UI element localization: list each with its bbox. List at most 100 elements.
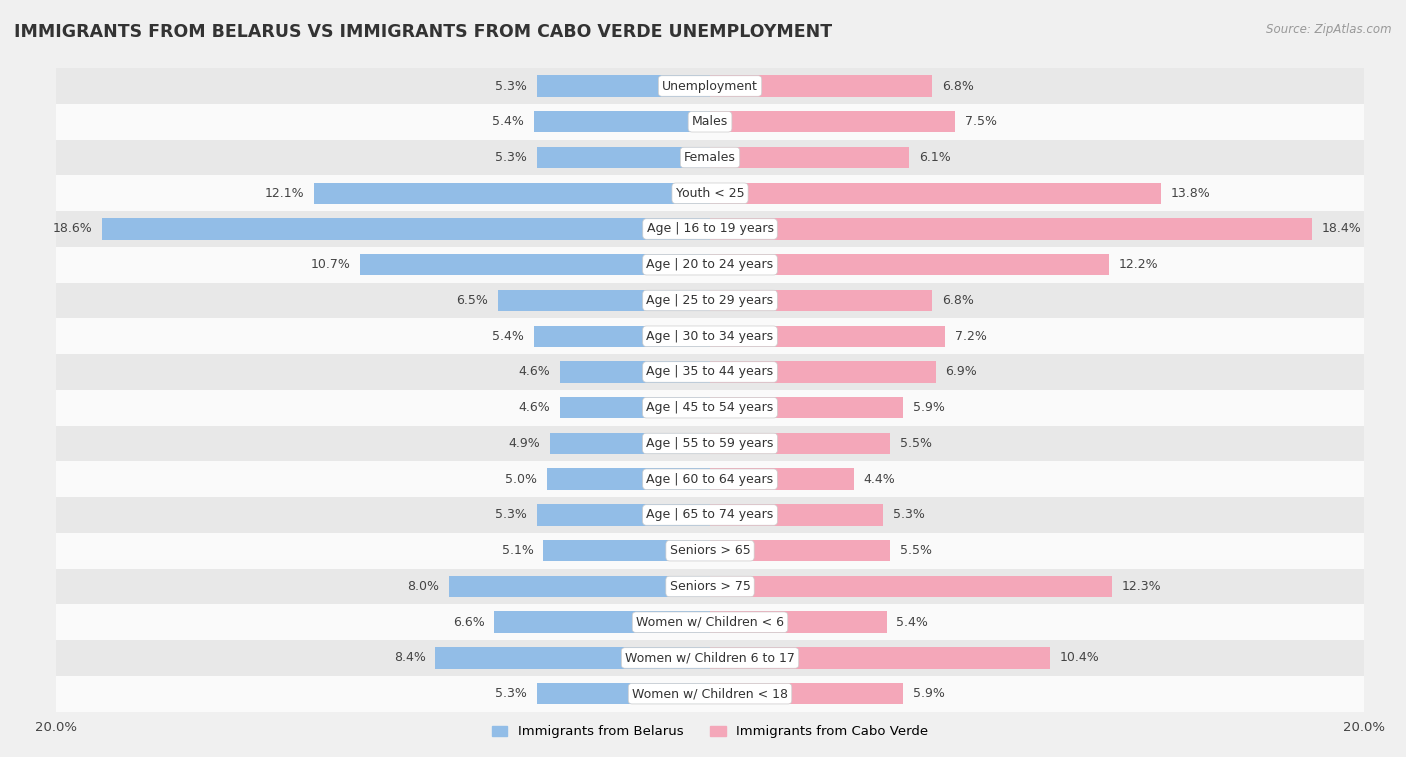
Bar [710, 147, 910, 168]
Bar [710, 254, 1109, 276]
Text: Females: Females [685, 151, 735, 164]
Text: 5.1%: 5.1% [502, 544, 533, 557]
Bar [710, 218, 1312, 240]
Text: 5.3%: 5.3% [495, 79, 527, 92]
Bar [56, 569, 1364, 604]
Bar [560, 361, 710, 383]
Text: Age | 45 to 54 years: Age | 45 to 54 years [647, 401, 773, 414]
Text: 5.3%: 5.3% [495, 509, 527, 522]
Text: Unemployment: Unemployment [662, 79, 758, 92]
Text: 5.3%: 5.3% [495, 151, 527, 164]
Text: 6.6%: 6.6% [453, 615, 485, 629]
Text: 12.1%: 12.1% [266, 187, 305, 200]
Text: 5.0%: 5.0% [505, 472, 537, 486]
Bar [710, 683, 903, 705]
Text: 6.1%: 6.1% [920, 151, 950, 164]
Text: 5.3%: 5.3% [893, 509, 925, 522]
Text: 5.5%: 5.5% [900, 437, 932, 450]
Bar [315, 182, 710, 204]
Bar [360, 254, 710, 276]
Bar [710, 540, 890, 562]
Bar [56, 282, 1364, 319]
Bar [56, 497, 1364, 533]
Text: 7.5%: 7.5% [965, 115, 997, 128]
Text: 5.9%: 5.9% [912, 401, 945, 414]
Text: Age | 16 to 19 years: Age | 16 to 19 years [647, 223, 773, 235]
Bar [56, 533, 1364, 569]
Text: Age | 20 to 24 years: Age | 20 to 24 years [647, 258, 773, 271]
Bar [436, 647, 710, 668]
Legend: Immigrants from Belarus, Immigrants from Cabo Verde: Immigrants from Belarus, Immigrants from… [486, 720, 934, 743]
Bar [537, 683, 710, 705]
Text: Age | 55 to 59 years: Age | 55 to 59 years [647, 437, 773, 450]
Bar [498, 290, 710, 311]
Text: 10.7%: 10.7% [311, 258, 350, 271]
Bar [56, 139, 1364, 176]
Text: 6.9%: 6.9% [945, 366, 977, 378]
Bar [710, 111, 955, 132]
Text: 5.5%: 5.5% [900, 544, 932, 557]
Text: Youth < 25: Youth < 25 [676, 187, 744, 200]
Bar [56, 104, 1364, 139]
Bar [547, 469, 710, 490]
Bar [449, 576, 710, 597]
Text: 5.9%: 5.9% [912, 687, 945, 700]
Text: Seniors > 65: Seniors > 65 [669, 544, 751, 557]
Text: 10.4%: 10.4% [1060, 652, 1099, 665]
Bar [710, 397, 903, 419]
Bar [533, 111, 710, 132]
Text: 6.5%: 6.5% [456, 294, 488, 307]
Bar [56, 461, 1364, 497]
Text: 5.4%: 5.4% [492, 115, 523, 128]
Text: 8.4%: 8.4% [394, 652, 426, 665]
Bar [537, 147, 710, 168]
Text: Women w/ Children < 18: Women w/ Children < 18 [633, 687, 787, 700]
Bar [710, 576, 1112, 597]
Bar [56, 604, 1364, 640]
Bar [710, 290, 932, 311]
Text: Age | 30 to 34 years: Age | 30 to 34 years [647, 330, 773, 343]
Bar [56, 354, 1364, 390]
Bar [710, 75, 932, 97]
Bar [56, 211, 1364, 247]
Text: 4.6%: 4.6% [517, 366, 550, 378]
Text: 4.9%: 4.9% [509, 437, 540, 450]
Bar [56, 176, 1364, 211]
Bar [56, 676, 1364, 712]
Bar [710, 433, 890, 454]
Text: IMMIGRANTS FROM BELARUS VS IMMIGRANTS FROM CABO VERDE UNEMPLOYMENT: IMMIGRANTS FROM BELARUS VS IMMIGRANTS FR… [14, 23, 832, 41]
Bar [56, 425, 1364, 461]
Bar [710, 469, 853, 490]
Text: 5.4%: 5.4% [492, 330, 523, 343]
Text: Women w/ Children < 6: Women w/ Children < 6 [636, 615, 785, 629]
Bar [543, 540, 710, 562]
Text: 7.2%: 7.2% [955, 330, 987, 343]
Bar [710, 326, 945, 347]
Bar [537, 504, 710, 525]
Bar [710, 182, 1161, 204]
Text: Age | 25 to 29 years: Age | 25 to 29 years [647, 294, 773, 307]
Text: Source: ZipAtlas.com: Source: ZipAtlas.com [1267, 23, 1392, 36]
Text: Age | 65 to 74 years: Age | 65 to 74 years [647, 509, 773, 522]
Bar [710, 504, 883, 525]
Text: Seniors > 75: Seniors > 75 [669, 580, 751, 593]
Bar [710, 647, 1050, 668]
Text: 12.3%: 12.3% [1122, 580, 1161, 593]
Bar [560, 397, 710, 419]
Bar [495, 612, 710, 633]
Text: 18.6%: 18.6% [52, 223, 93, 235]
Text: 4.4%: 4.4% [863, 472, 896, 486]
Text: 8.0%: 8.0% [406, 580, 439, 593]
Bar [56, 247, 1364, 282]
Text: 4.6%: 4.6% [517, 401, 550, 414]
Text: Women w/ Children 6 to 17: Women w/ Children 6 to 17 [626, 652, 794, 665]
Bar [56, 640, 1364, 676]
Text: Age | 60 to 64 years: Age | 60 to 64 years [647, 472, 773, 486]
Bar [710, 612, 887, 633]
Text: Males: Males [692, 115, 728, 128]
Bar [56, 319, 1364, 354]
Text: Age | 35 to 44 years: Age | 35 to 44 years [647, 366, 773, 378]
Bar [56, 68, 1364, 104]
Text: 18.4%: 18.4% [1322, 223, 1361, 235]
Text: 12.2%: 12.2% [1119, 258, 1159, 271]
